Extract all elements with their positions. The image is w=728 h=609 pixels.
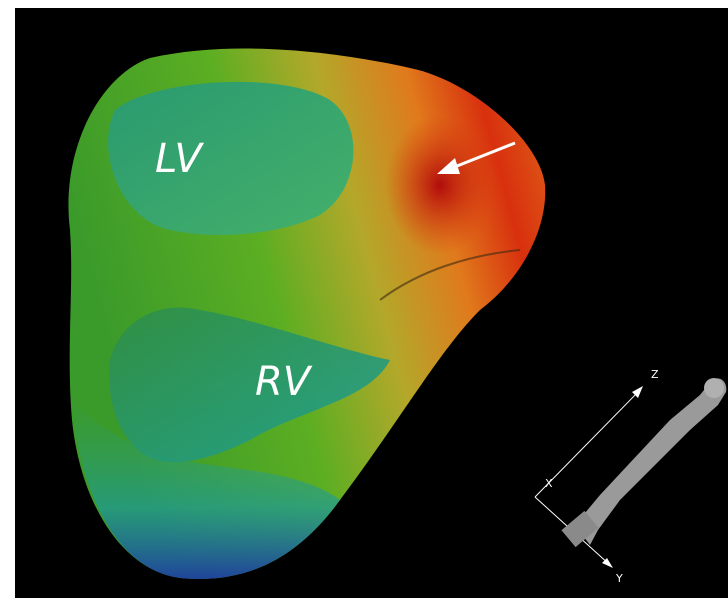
lv-label: LV (155, 136, 204, 182)
viewer: LV RV Z Y X (0, 0, 728, 609)
y-axis-label: Y (615, 572, 623, 585)
x-axis-label: X (545, 477, 553, 490)
z-axis-label: Z (651, 368, 659, 381)
page: LV RV Z Y X (() => { const data = JSON.p… (0, 0, 728, 609)
rv-label: RV (255, 359, 313, 405)
